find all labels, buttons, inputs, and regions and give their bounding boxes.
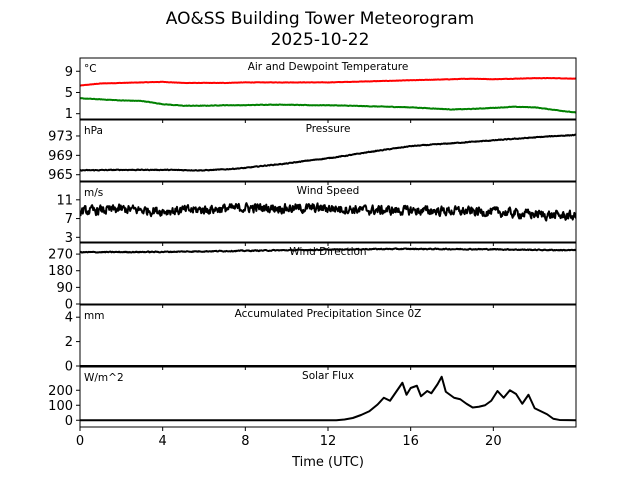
y-tick-label: 969	[48, 149, 73, 164]
y-tick-label: 965	[48, 168, 73, 183]
panels: 159 Air and Dewpoint Temperature°C9659699…	[48, 57, 577, 449]
series-line-solar-flux	[80, 375, 576, 422]
y-tick-label: 11	[56, 193, 73, 208]
y-tick-label: 0	[65, 414, 73, 429]
panel-precipitation: 0 2 4 Accumulated Precipitation Since 0Z mm	[65, 304, 577, 375]
panel-wind-speed: 3 7 11 Wind Speed m/s	[56, 181, 577, 246]
panel-title: Air and Dewpoint Temperature	[248, 61, 409, 73]
panel-unit-label: hPa	[84, 125, 103, 137]
x-tick-label: 20	[485, 434, 502, 449]
panel-unit-label: m/s	[84, 187, 103, 199]
x-tick-label: 16	[402, 434, 419, 449]
y-tick-label: 973	[48, 129, 73, 144]
x-tick-label: 0	[76, 434, 84, 449]
y-tick-label: 1	[65, 107, 73, 122]
y-tick-label: 9	[65, 65, 73, 80]
panel-unit-label: °C	[84, 63, 97, 75]
y-tick-label: 200	[48, 384, 73, 399]
chart-title: AO&SS Building Tower Meteorogram	[166, 9, 474, 29]
panel-unit-label: mm	[84, 310, 104, 322]
series-line-wind-speed	[80, 202, 576, 222]
x-tick-label: 12	[320, 434, 337, 449]
x-tick-label: 8	[241, 434, 249, 449]
panel-title: Solar Flux	[302, 370, 354, 382]
series-line-air-temperature	[80, 76, 576, 87]
y-tick-label: 100	[48, 399, 73, 414]
y-tick-label: 4	[65, 311, 73, 326]
y-tick-label: 180	[48, 264, 73, 279]
y-tick-label: 5	[65, 86, 73, 101]
y-tick-label: 270	[48, 248, 73, 263]
y-tick-label: 3	[65, 231, 73, 246]
x-axis-label: Time (UTC)	[291, 455, 364, 470]
x-tick-label: 4	[159, 434, 167, 449]
panel-title: Wind Direction	[289, 246, 366, 258]
series-line-dewpoint	[80, 97, 576, 114]
panel-title: Wind Speed	[297, 185, 360, 197]
y-tick-label: 2	[65, 335, 73, 350]
chart-subtitle: 2025-10-22	[271, 30, 370, 50]
y-tick-label: 7	[65, 212, 73, 227]
panel-unit-label: W/m^2	[84, 372, 124, 384]
panel-pressure: 965 969 973 Pressure hPa	[48, 119, 577, 185]
panel-title: Accumulated Precipitation Since 0Z	[235, 308, 422, 320]
y-tick-label: 90	[56, 281, 73, 296]
series-line-pressure	[80, 133, 576, 172]
y-tick-label: 0	[65, 360, 73, 375]
series-line-wind-direction	[80, 247, 576, 254]
y-tick-label: 0	[65, 298, 73, 313]
panel-title: Pressure	[306, 123, 351, 135]
panel-temperature: 1 5 9 Air and Dewpoint Temperature °C	[65, 57, 577, 123]
